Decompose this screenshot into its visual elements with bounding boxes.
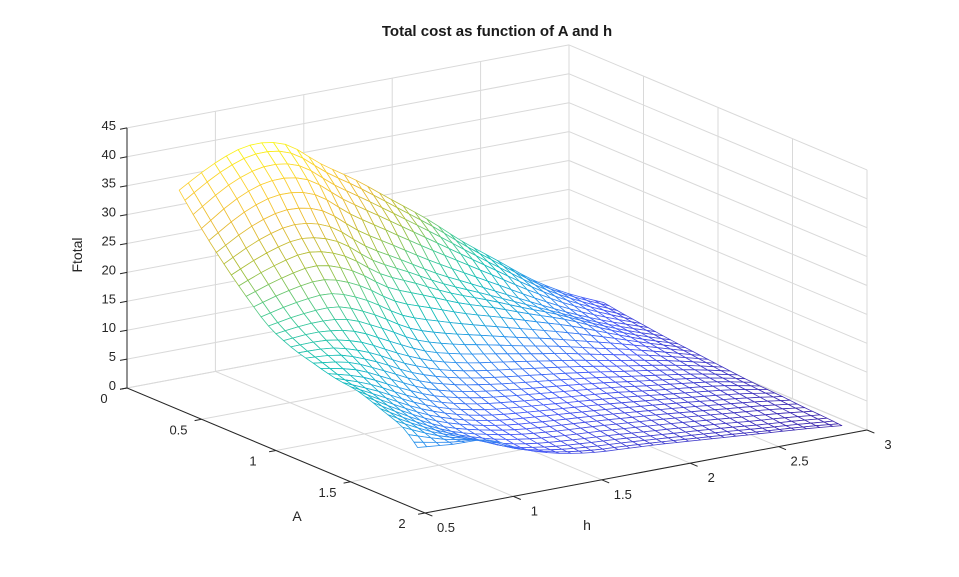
z-tick-label: 0	[109, 378, 116, 393]
z-tick-label: 15	[102, 291, 116, 306]
z-axis-label: Ftotal	[69, 237, 85, 272]
plot-title: Total cost as function of A and h	[382, 23, 612, 40]
y-tick-label: 0.5	[437, 520, 455, 535]
y-tick-label: 2.5	[791, 454, 809, 469]
z-tick-label: 25	[102, 234, 116, 249]
z-tick-label: 45	[102, 118, 116, 133]
x-tick-label: 0	[100, 391, 107, 406]
z-tick-label: 30	[102, 205, 116, 220]
z-tick-label: 10	[102, 320, 116, 335]
z-tick-label: 35	[102, 176, 116, 191]
z-tick-label: 5	[109, 349, 116, 364]
x-axis-label: A	[292, 508, 302, 524]
y-tick-label: 1.5	[614, 487, 632, 502]
y-tick-label: 1	[531, 503, 538, 518]
y-axis-label: h	[583, 517, 591, 533]
z-tick-label: 40	[102, 147, 116, 162]
tick-marks	[119, 127, 875, 517]
y-tick-label: 2	[708, 470, 715, 485]
surface-mesh	[178, 142, 843, 454]
y-tick-label: 3	[884, 437, 891, 452]
z-tick-label: 20	[102, 262, 116, 277]
x-tick-label: 1.5	[318, 485, 336, 500]
x-tick-label: 1	[249, 454, 256, 469]
x-tick-label: 0.5	[169, 422, 187, 437]
x-tick-label: 2	[398, 516, 405, 531]
